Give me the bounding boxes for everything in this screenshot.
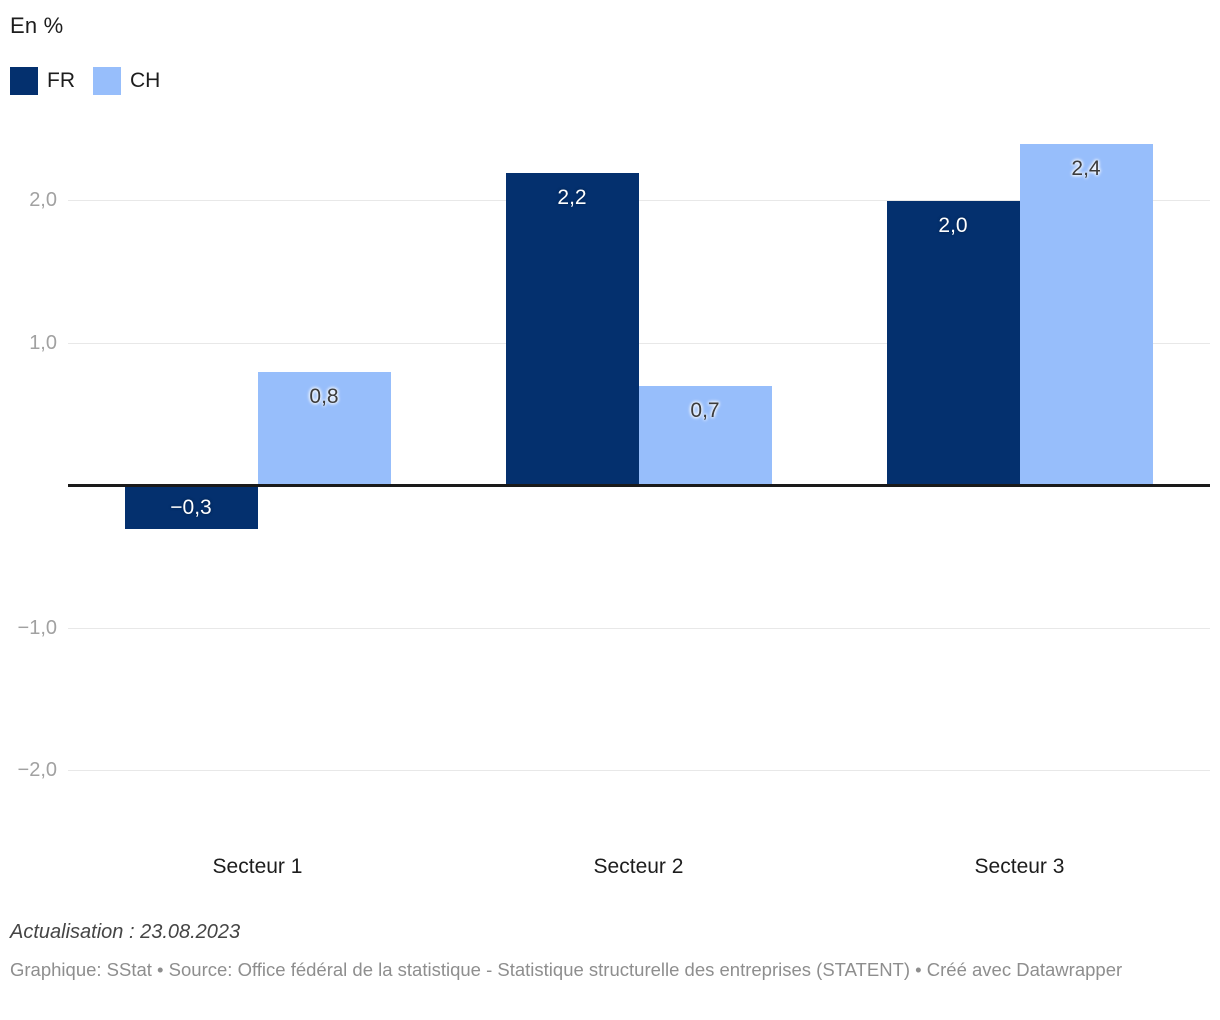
bar-value-label: 2,2 (557, 186, 587, 209)
bar-fr-secteur-1[interactable]: −0,3 (124, 486, 258, 529)
gridline (68, 770, 1210, 771)
x-axis-label-3: Secteur 3 (974, 855, 1065, 878)
gridline (68, 628, 1210, 629)
legend-label-fr: FR (47, 68, 75, 92)
bar-value-label: 2,0 (938, 214, 968, 237)
legend-item-ch: CH (93, 66, 161, 95)
datawrapper-link[interactable]: Datawrapper (1016, 959, 1123, 980)
gridline (68, 200, 1210, 201)
legend-swatch-ch-icon (93, 66, 121, 95)
y-axis-tick-label: −1,0 (17, 617, 57, 639)
y-axis-tick-label: 2,0 (29, 189, 57, 211)
bar-fr-secteur-2[interactable]: 2,2 (505, 173, 639, 487)
zero-baseline (68, 484, 1210, 487)
bar-value-label: −0,3 (170, 495, 212, 519)
bar-ch-secteur-2[interactable]: 0,7 (638, 386, 772, 486)
bar-ch-secteur-3[interactable]: 2,4 (1019, 144, 1153, 486)
footer-byline: Graphique: SStat • Source: Office fédéra… (10, 957, 1188, 983)
bar-fr-secteur-3[interactable]: 2,0 (886, 201, 1020, 486)
bar-value-label: 0,8 (309, 385, 339, 408)
legend-label-ch: CH (130, 68, 161, 92)
y-axis-tick-label: 1,0 (29, 332, 57, 354)
gridline (68, 343, 1210, 344)
legend-swatch-fr-icon (10, 66, 38, 95)
bar-ch-secteur-1[interactable]: 0,8 (257, 372, 391, 486)
x-axis-label-1: Secteur 1 (212, 855, 303, 878)
legend-item-fr: FR (10, 66, 75, 95)
bar-value-label: 0,7 (690, 399, 720, 422)
legend: FR CH (10, 66, 178, 95)
footer-byline-text: Graphique: SStat • Source: Office fédéra… (10, 959, 1017, 980)
y-axis-tick-label: −2,0 (17, 759, 57, 781)
x-axis-label-2: Secteur 2 (593, 855, 684, 878)
chart-title: En % (10, 13, 64, 38)
bar-value-label: 2,4 (1071, 157, 1101, 180)
footer-update-note: Actualisation : 23.08.2023 (10, 921, 241, 943)
